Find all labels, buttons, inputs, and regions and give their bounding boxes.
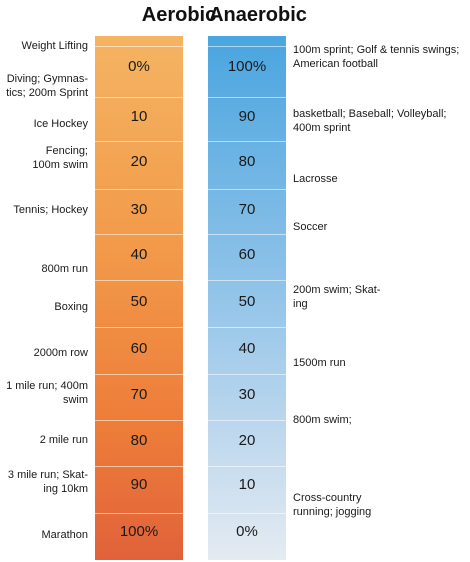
left-activity-label-line: Fencing; (45, 145, 88, 157)
left-activity-label-line: 1 mile run; 400m (6, 380, 88, 392)
right-activity-label: 200m swim; Skat-ing (293, 283, 380, 311)
left-activity-label-line: Diving; Gymnas- (6, 73, 88, 85)
right-activity-label: basketball; Baseball; Volleyball; 400m sp… (293, 107, 446, 135)
right-activity-label-line: 200m swim; Skat- (293, 284, 381, 296)
anaerobic-segment-divider (208, 97, 286, 98)
left-activity-label-line: tics; 200m Sprint (6, 87, 88, 99)
left-activity-label-line: 3 mile run; Skat- (7, 469, 88, 481)
right-activity-label-line: 100m sprint; Golf & tennis swings; (293, 44, 460, 56)
left-activity-label-line: Boxing (54, 301, 88, 313)
left-activity-label: Diving; Gymnas-tics; 200m Sprint (6, 72, 88, 100)
anaerobic-header: Anaerobic (209, 4, 307, 26)
right-activity-label: 800m swim; (293, 413, 352, 427)
anaerobic-segment-divider (208, 374, 286, 375)
left-activity-label-line: 2 mile run (39, 434, 88, 446)
anaerobic-segment-divider (208, 141, 286, 142)
left-activity-label: 1 mile run; 400m swim (6, 379, 88, 407)
right-activity-label: Lacrosse (293, 172, 338, 186)
left-activity-label: 800m run (42, 262, 88, 276)
right-activity-label: 100m sprint; Golf & tennis swings; Americ… (293, 43, 459, 71)
aerobic-value: 90 (130, 476, 148, 493)
aerobic-segment-divider (95, 513, 183, 514)
right-activity-label-line: basketball; Baseball; Volleyball; (293, 108, 447, 120)
aerobic-header: Aerobic (141, 4, 217, 26)
left-activity-label-line: Marathon (41, 529, 88, 541)
anaerobic-value: 100% (227, 58, 267, 75)
aerobic-segment-divider (95, 46, 183, 47)
aerobic-value: 10 (130, 108, 148, 125)
left-activity-label-line: ing 10km (43, 483, 88, 495)
anaerobic-value: 10 (238, 476, 256, 493)
anaerobic-segment-divider (208, 46, 286, 47)
right-activity-label-line: Lacrosse (293, 173, 338, 185)
aerobic-value: 70 (130, 386, 148, 403)
anaerobic-value: 80 (238, 153, 256, 170)
left-activity-label: Marathon (42, 528, 88, 542)
aerobic-value: 0% (128, 58, 150, 75)
left-activity-label-line: 2000m row (33, 347, 88, 359)
right-activity-label: 1500m run (293, 356, 346, 370)
anaerobic-segment-divider (208, 234, 286, 235)
anaerobic-value: 50 (238, 293, 256, 310)
left-activity-label-line: Ice Hockey (33, 118, 88, 130)
left-activity-label-line: 100m swim (32, 159, 88, 171)
left-activity-label: Weight Lifting (22, 39, 88, 53)
anaerobic-segment-divider (208, 189, 286, 190)
left-activity-label-line: Tennis; Hockey (13, 204, 88, 216)
left-activity-label: 2000m row (34, 346, 88, 360)
left-activity-label: Boxing (54, 300, 88, 314)
aerobic-value: 40 (130, 246, 148, 263)
aerobic-segment-divider (95, 97, 183, 98)
aerobic-segment-divider (95, 420, 183, 421)
aerobic-segment-divider (95, 234, 183, 235)
right-activity-label-line: Cross-country (293, 492, 362, 504)
aerobic-value: 100% (119, 523, 159, 540)
right-activity-label-line: ing (293, 298, 308, 310)
anaerobic-value: 40 (238, 340, 256, 357)
anaerobic-segment-divider (208, 466, 286, 467)
anaerobic-segment-divider (208, 420, 286, 421)
left-activity-label-line: swim (62, 394, 88, 406)
right-activity-label-line: running; jogging (293, 506, 372, 518)
aerobic-segment-divider (95, 189, 183, 190)
aerobic-segment-divider (95, 141, 183, 142)
right-activity-label-line: Soccer (293, 221, 328, 233)
right-activity-label: Cross-country running; jogging (293, 491, 371, 519)
anaerobic-segment-divider (208, 280, 286, 281)
left-activity-label-line: 800m run (41, 263, 88, 275)
aerobic-segment-divider (95, 280, 183, 281)
anaerobic-value: 70 (238, 201, 256, 218)
right-activity-label-line: American football (293, 58, 378, 70)
aerobic-bar: 0% 10 20 30 40 50 60 70 80 90 100% (95, 36, 183, 560)
anaerobic-segment-divider (208, 513, 286, 514)
aerobic-segment-divider (95, 466, 183, 467)
anaerobic-value: 0% (236, 523, 258, 540)
anaerobic-value: 60 (238, 246, 256, 263)
left-activity-label: Fencing; 100m swim (32, 144, 88, 172)
left-activity-label-line: Weight Lifting (21, 40, 88, 52)
right-activity-label: Soccer (293, 220, 327, 234)
aerobic-segment-divider (95, 327, 183, 328)
anaerobic-bar: 100% 90 80 70 60 50 40 30 20 10 0% (208, 36, 286, 560)
left-activity-label: 2 mile run (40, 433, 88, 447)
right-activity-label-line: 1500m run (293, 357, 346, 369)
aerobic-value: 50 (130, 293, 148, 310)
anaerobic-value: 90 (238, 108, 256, 125)
anaerobic-segment-divider (208, 327, 286, 328)
right-activity-label-line: 800m swim; (293, 414, 352, 426)
anaerobic-value: 30 (238, 386, 256, 403)
aerobic-value: 30 (130, 201, 148, 218)
aerobic-value: 60 (130, 340, 148, 357)
aerobic-value: 80 (130, 432, 148, 449)
left-activity-label: 3 mile run; Skat-ing 10km (8, 468, 88, 496)
aerobic-value: 20 (130, 153, 148, 170)
right-activity-label-line: 400m sprint (293, 122, 351, 134)
left-activity-label: Tennis; Hockey (13, 203, 88, 217)
aerobic-segment-divider (95, 374, 183, 375)
left-activity-label: Ice Hockey (34, 117, 88, 131)
anaerobic-value: 20 (238, 432, 256, 449)
